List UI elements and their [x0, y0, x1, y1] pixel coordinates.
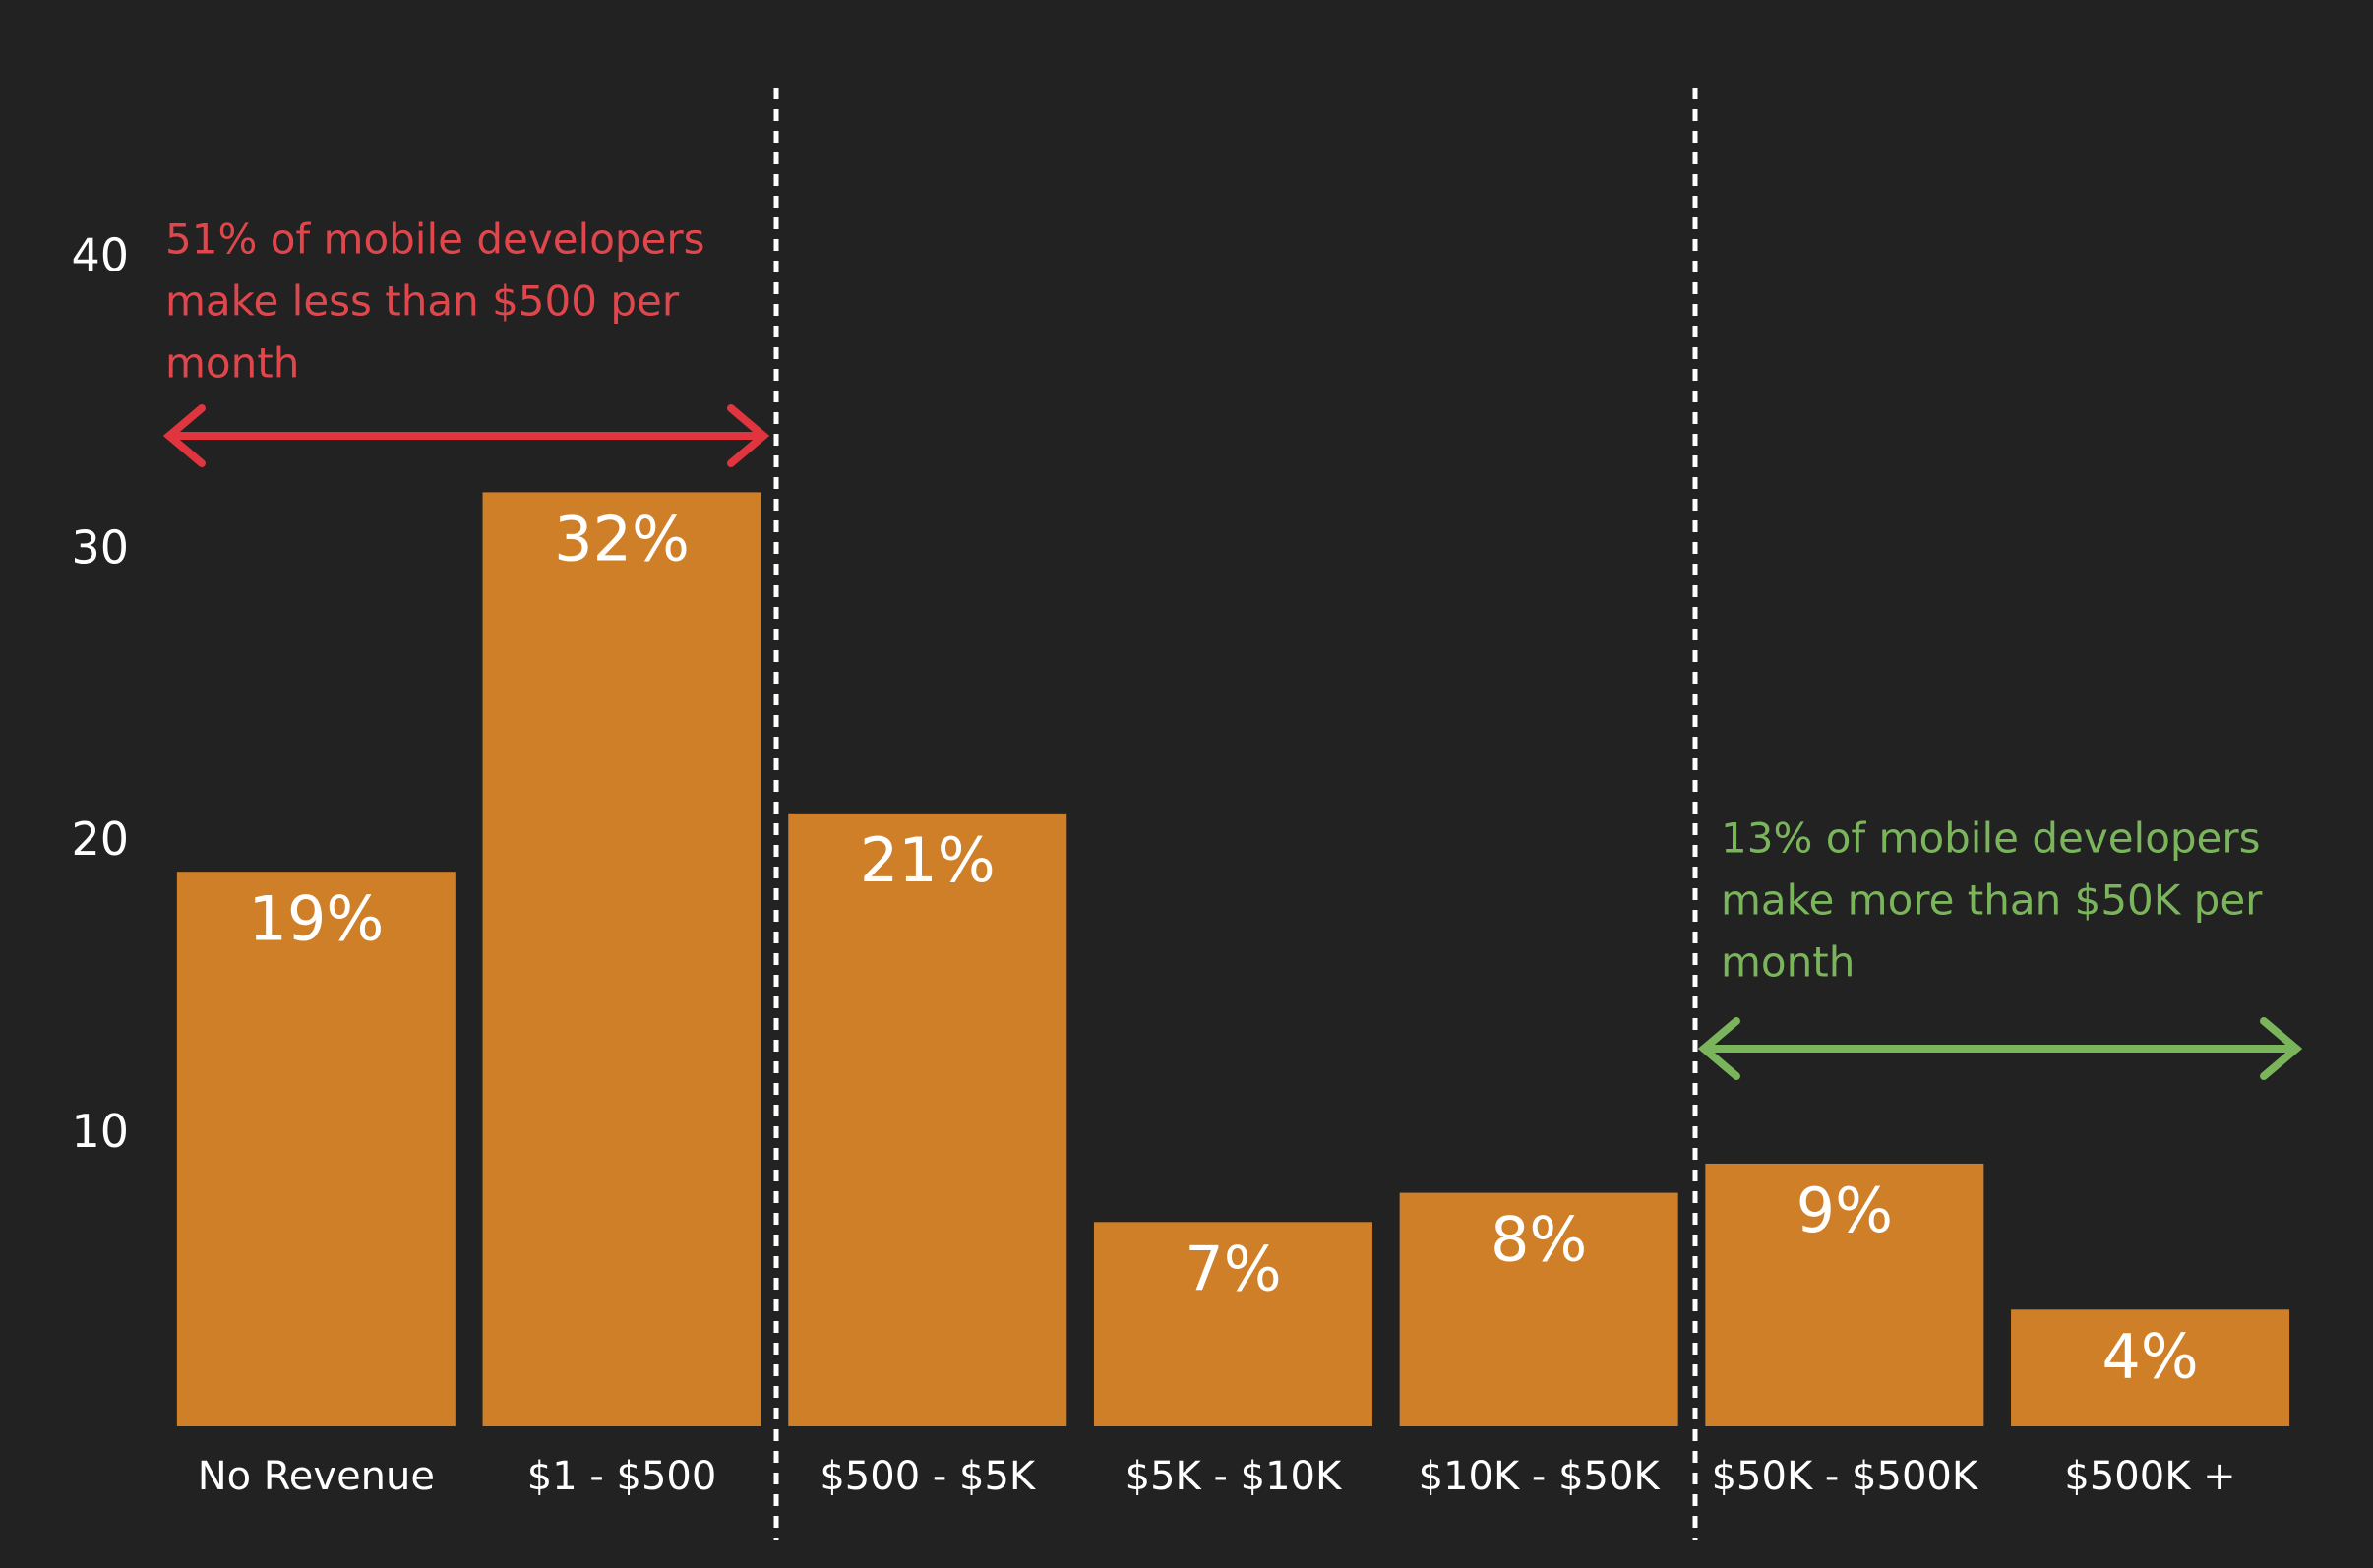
value-label: 19%: [248, 882, 384, 954]
y-tick-label: 30: [71, 520, 129, 573]
x-tick-label: No Revenue: [198, 1454, 435, 1499]
value-label: 32%: [554, 503, 690, 574]
annotation: month: [165, 339, 299, 388]
annotation: make less than $500 per: [165, 277, 680, 326]
annotation: make more than $50K per: [1721, 876, 2263, 925]
annotation: 13% of mobile developers: [1721, 814, 2261, 863]
annotation: month: [1721, 938, 1855, 987]
y-tick-label: 40: [71, 229, 129, 282]
bar: [1093, 1222, 1372, 1426]
x-tick-label: $500 - $5K: [820, 1454, 1037, 1499]
x-tick-label: $500K +: [2064, 1454, 2235, 1499]
value-label: 21%: [860, 824, 996, 896]
bar: [176, 872, 456, 1426]
y-tick-label: 20: [71, 813, 129, 866]
value-label: 4%: [2101, 1320, 2198, 1392]
y-tick-label: 10: [71, 1105, 129, 1158]
red-arrow: [162, 404, 770, 467]
value-label: 8%: [1491, 1204, 1587, 1276]
bar: [788, 813, 1067, 1426]
x-tick-label: $1 - $500: [527, 1454, 717, 1499]
x-tick-label: $10K - $50K: [1419, 1454, 1662, 1499]
x-tick-label: $50K - $500K: [1712, 1454, 1979, 1499]
bar: [482, 492, 761, 1426]
green-arrow: [1697, 1017, 2303, 1080]
x-tick-label: $5K - $10K: [1126, 1454, 1343, 1499]
annotation: 51% of mobile developers: [165, 215, 705, 264]
bar: [2011, 1309, 2290, 1426]
bar: [1399, 1192, 1678, 1426]
bar: [1705, 1163, 1984, 1426]
value-label: 7%: [1185, 1233, 1281, 1304]
value-label: 9%: [1796, 1175, 1893, 1246]
